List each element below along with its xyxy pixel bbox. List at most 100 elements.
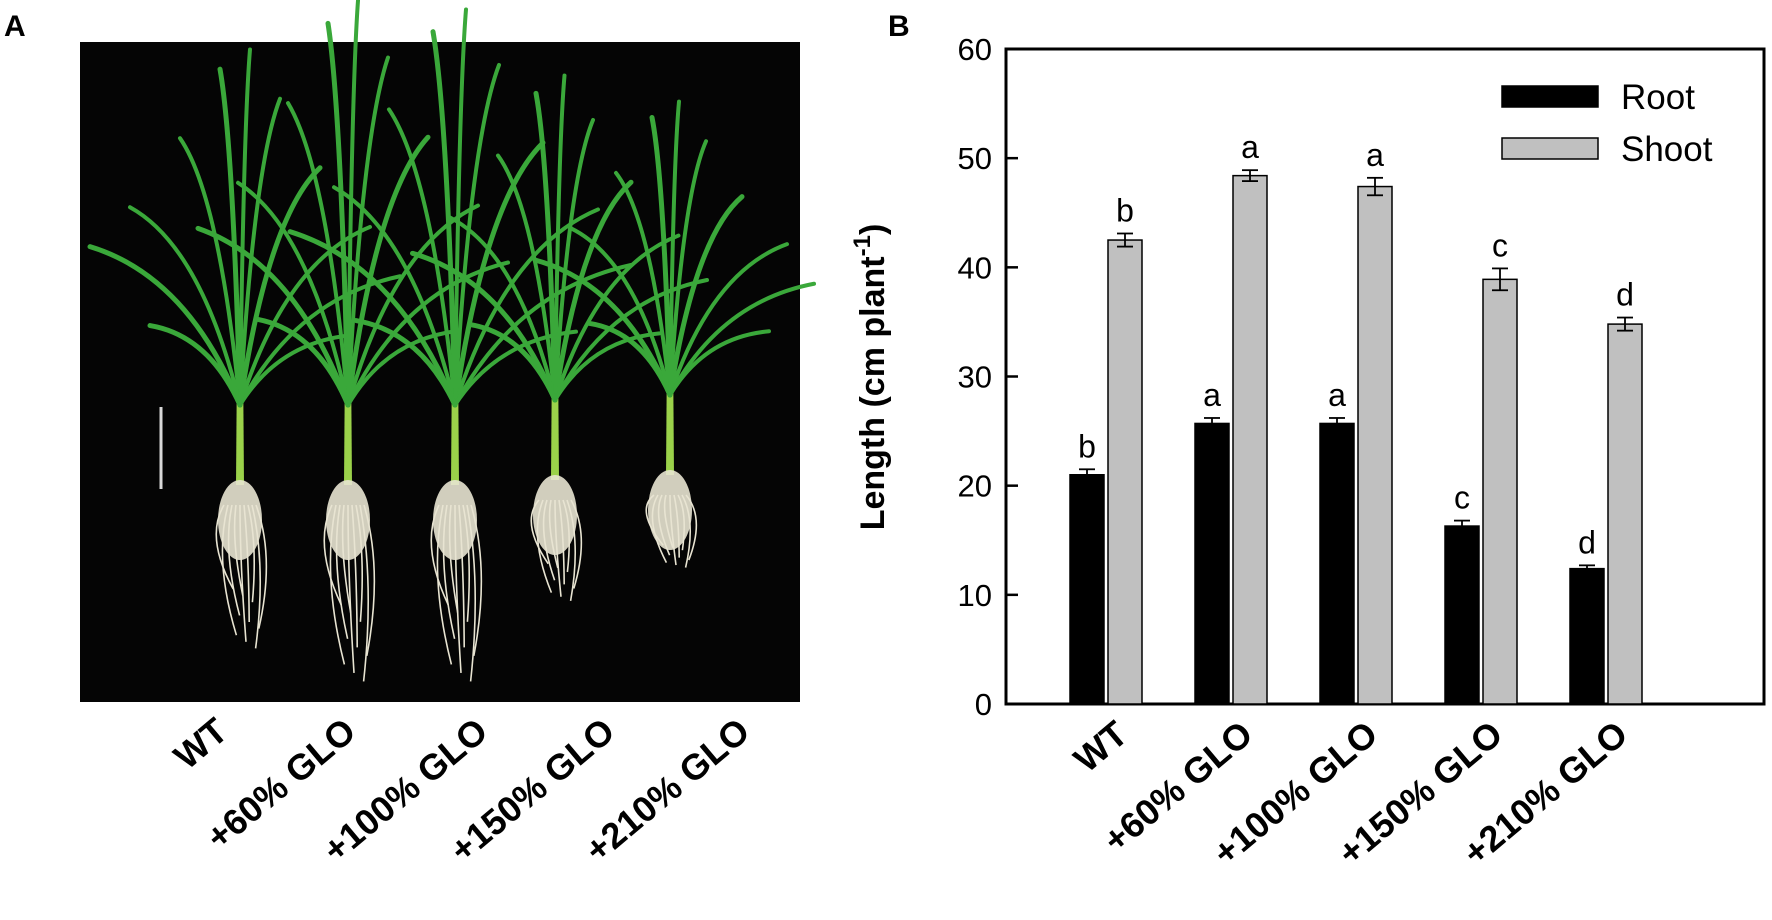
- bar-shoot: [1232, 174, 1268, 705]
- y-tick-label: 50: [958, 141, 992, 176]
- root-strand: [243, 504, 250, 623]
- leaf: [430, 29, 458, 408]
- root-strand: [221, 504, 238, 636]
- root-strand: [329, 504, 346, 665]
- y-tick-label: 20: [958, 469, 992, 504]
- root-strand: [562, 499, 571, 573]
- leaf: [553, 278, 709, 402]
- root-strand: [542, 499, 556, 581]
- leaf: [147, 323, 243, 408]
- root-strand: [227, 504, 241, 616]
- bar-chart: 0 10 20 30 40 50 60 b a a c d b a a c d WT+60% GLO+100%…: [849, 32, 1766, 874]
- root-strand: [359, 504, 370, 682]
- seedling: [532, 99, 816, 568]
- bar-shoot: [1107, 239, 1143, 705]
- leaf: [286, 101, 350, 407]
- root-strand: [341, 504, 352, 614]
- leaf: [448, 215, 557, 402]
- leaf: [217, 66, 243, 408]
- significance-letter: d: [1616, 277, 1634, 313]
- y-tick-label: 40: [958, 250, 992, 285]
- x-axis-labels: WT+60% GLO+100% GLO+150% GLO+210% GLO: [1066, 713, 1635, 874]
- panel-a-letter: A: [4, 10, 26, 43]
- bar-root: [1569, 567, 1605, 705]
- root-strand: [663, 494, 674, 548]
- leaf: [553, 331, 662, 402]
- root-strand: [448, 504, 459, 614]
- significance-letter: a: [1203, 377, 1221, 413]
- leaf: [325, 20, 351, 408]
- y-tick-label: 60: [958, 32, 992, 67]
- bar-root: [1069, 474, 1105, 705]
- bar-root: [1444, 525, 1480, 705]
- seedling: [410, 73, 709, 602]
- root-strand: [239, 504, 247, 642]
- plants-group: [87, 0, 816, 682]
- root-strand: [355, 504, 364, 622]
- significance-letter: b: [1078, 428, 1096, 464]
- leaf: [195, 225, 351, 408]
- significance-letter: a: [1366, 137, 1384, 173]
- root-strand: [548, 499, 559, 569]
- leaf: [452, 140, 546, 408]
- root-strand: [462, 504, 471, 622]
- root-strand: [530, 499, 549, 565]
- leaf: [453, 63, 501, 407]
- root-strand: [247, 504, 255, 603]
- leaf: [552, 179, 634, 403]
- photo-label: WT: [166, 710, 235, 777]
- plant-photo: [80, 0, 816, 702]
- root-strand: [251, 504, 262, 649]
- leaf: [668, 99, 681, 397]
- leaf: [87, 244, 243, 408]
- root-strand: [347, 504, 355, 674]
- bar-shoot: [1482, 278, 1518, 705]
- leaf: [238, 47, 252, 407]
- root-strand: [430, 504, 449, 606]
- y-axis-label: Length (cm plant-1): [849, 224, 892, 531]
- y-tick-label: 0: [975, 687, 992, 722]
- bar-root: [1194, 422, 1230, 705]
- leaf: [649, 115, 673, 398]
- y-axis-label-close: ): [854, 224, 892, 235]
- leaf: [668, 242, 789, 397]
- y-axis-label-main: Length (cm plant: [854, 256, 892, 530]
- leaf: [667, 194, 745, 398]
- leaf: [553, 233, 681, 402]
- x-tick-label: WT: [1066, 713, 1135, 780]
- leaf: [668, 329, 771, 397]
- leaf: [346, 328, 460, 407]
- leaf: [496, 153, 557, 402]
- root-strand: [558, 499, 565, 585]
- significance-letter: a: [1241, 129, 1259, 165]
- leaf: [346, 55, 390, 407]
- root-strand: [454, 504, 462, 674]
- root-strand: [458, 504, 465, 648]
- leaf: [237, 165, 323, 408]
- leaf: [128, 205, 242, 407]
- legend-swatch-root: [1501, 85, 1599, 108]
- leaf: [236, 180, 350, 407]
- leaf: [287, 229, 458, 408]
- panel-b-letter: B: [888, 10, 910, 43]
- root-strand: [470, 504, 483, 657]
- root-strand: [466, 504, 477, 682]
- root-strand: [669, 494, 677, 566]
- leaf: [238, 333, 352, 407]
- leaf: [255, 316, 351, 408]
- root-strand: [677, 494, 686, 551]
- leaf: [353, 318, 458, 408]
- legend: Root Shoot: [1501, 78, 1713, 169]
- leaf: [346, 0, 360, 407]
- leaf: [453, 7, 468, 407]
- leaf: [614, 170, 672, 397]
- significance-letter: c: [1454, 480, 1470, 516]
- root-strand: [323, 504, 342, 606]
- legend-label-root: Root: [1621, 78, 1695, 117]
- leaf: [453, 263, 633, 407]
- y-tick-label: 10: [958, 578, 992, 613]
- root-strand: [554, 499, 562, 597]
- leaf: [453, 207, 600, 407]
- root-strand: [651, 494, 668, 563]
